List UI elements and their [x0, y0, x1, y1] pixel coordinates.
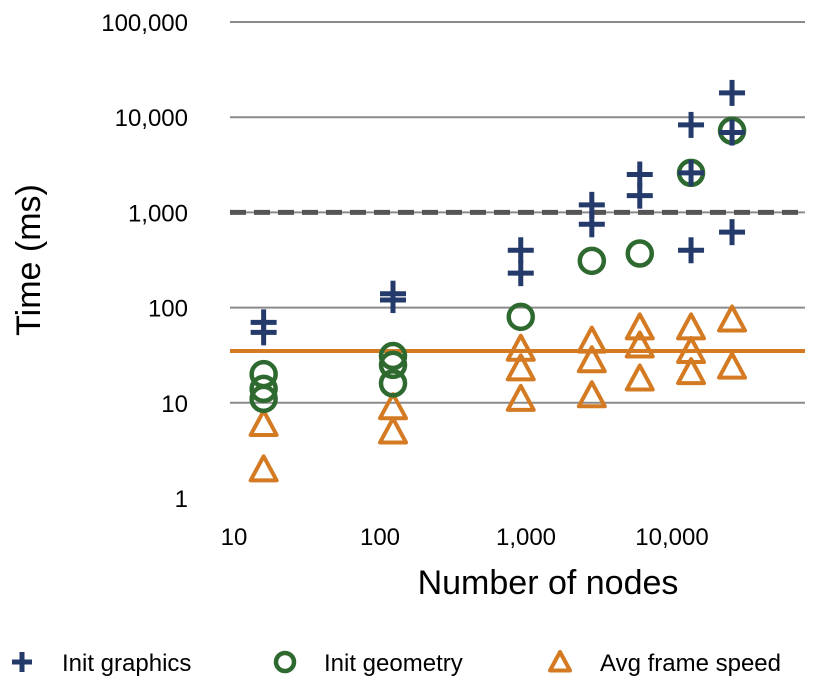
series-0-point-13: [719, 219, 746, 246]
legend-marker-1: [273, 650, 297, 674]
y-tick-label-5: 100,000: [101, 10, 188, 37]
series-0-point-7: [578, 191, 605, 218]
tick-labels: 1 10 100 1,000 10,000 100,000 10 100 1,000 10,000: [101, 10, 708, 551]
series-1-point-2: [249, 359, 278, 389]
series-2-point-12: [624, 312, 655, 341]
x-tick-label-2: 1,000: [496, 524, 556, 551]
x-tick-label-1: 100: [360, 524, 400, 551]
legend-label-1: Init geometry: [324, 650, 463, 677]
series-2-point-1: [248, 408, 279, 437]
x-tick-label-0: 10: [221, 524, 248, 551]
series-2-point-11: [624, 330, 655, 359]
series-2-point-17: [717, 304, 748, 333]
series-2-point-6: [505, 333, 536, 362]
series-1-point-7: [577, 246, 607, 276]
series-1-point-4: [378, 350, 408, 380]
series-0-point-11: [678, 159, 705, 186]
series-1-point-3: [378, 369, 408, 398]
series-0-point-9: [626, 161, 653, 188]
series-1-point-1: [249, 374, 278, 404]
series-1-point-8: [625, 239, 655, 268]
reference-lines: [230, 209, 805, 354]
series-2-point-2: [378, 416, 408, 445]
series-2-point-3: [378, 392, 408, 421]
series-1-point-5: [378, 341, 408, 371]
y-tick-label-2: 100: [148, 296, 188, 323]
series-2-point-14: [676, 336, 707, 365]
series-2-point-0: [248, 454, 279, 483]
series-0-point-12: [678, 111, 705, 138]
series-2-point-9: [576, 325, 607, 354]
series-2-point-16: [717, 351, 748, 380]
data-markers: [248, 79, 748, 483]
series-2-point-15: [676, 312, 707, 341]
series-0-point-4: [507, 260, 534, 287]
series-0-point-3: [380, 280, 406, 307]
series-2-point-10: [624, 363, 655, 392]
series-0-point-5: [507, 237, 534, 264]
legend-marker-0: [12, 652, 32, 672]
series-2-point-7: [576, 380, 607, 409]
series-0-point-1: [250, 309, 277, 336]
legend-marker-2: [548, 650, 572, 673]
series-2-point-4: [505, 383, 536, 412]
series-2-point-5: [505, 353, 536, 382]
y-axis-title: Time (ms): [10, 184, 48, 336]
series-0-point-15: [719, 79, 746, 106]
series-2-point-13: [676, 357, 707, 386]
series-1-point-6: [506, 302, 536, 332]
y-tick-label-1: 10: [161, 391, 188, 418]
legend: Init graphics Init geometry Avg frame spee…: [12, 650, 781, 677]
series-0-point-10: [678, 237, 705, 264]
y-tick-label-0: 1: [175, 486, 188, 513]
x-tick-label-3: 10,000: [635, 524, 708, 551]
grid-layer: [230, 21, 805, 404]
y-tick-label-4: 10,000: [115, 105, 188, 132]
x-axis-title: Number of nodes: [418, 564, 679, 602]
series-0-point-14: [719, 119, 746, 146]
y-tick-label-3: 1,000: [128, 200, 188, 227]
series-2-point-8: [576, 345, 607, 374]
legend-label-0: Init graphics: [62, 650, 191, 677]
legend-label-2: Avg frame speed: [600, 650, 781, 677]
